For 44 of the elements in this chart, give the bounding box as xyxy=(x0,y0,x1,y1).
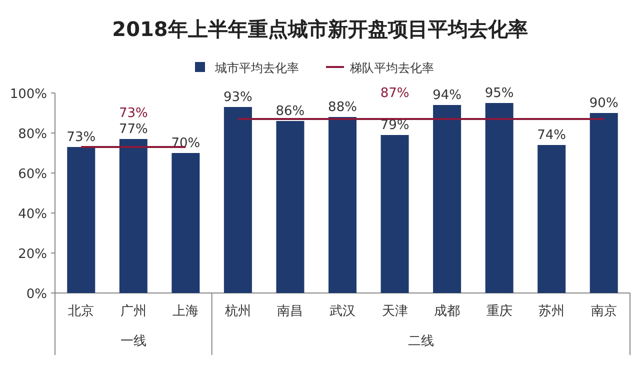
x-tick-label: 杭州 xyxy=(224,304,251,319)
chart-title: 2018年上半年重点城市新开盘项目平均去化率 xyxy=(112,17,528,41)
data-label: 77% xyxy=(118,122,148,137)
bar xyxy=(485,103,514,293)
x-tick-label: 成都 xyxy=(434,304,460,319)
x-tick-label: 广州 xyxy=(120,304,146,319)
data-label: 86% xyxy=(276,104,305,119)
bar xyxy=(119,139,148,293)
bar xyxy=(590,113,618,293)
y-tick-label: 100% xyxy=(10,87,47,102)
x-tick-label: 苏州 xyxy=(538,304,565,319)
y-tick-label: 0% xyxy=(26,287,47,302)
bar xyxy=(172,153,200,293)
data-label: 90% xyxy=(589,96,618,111)
data-label: 73% xyxy=(118,106,148,121)
text: 一线 xyxy=(120,334,146,349)
legend-label: 城市平均去化率 xyxy=(214,61,299,75)
bar xyxy=(433,105,462,293)
x-tick-label: 天津 xyxy=(382,304,408,319)
y-tick-label: 40% xyxy=(18,207,47,222)
x-tick-label: 武汉 xyxy=(330,304,356,319)
data-label: 88% xyxy=(328,100,357,115)
y-tick-label: 80% xyxy=(18,127,47,142)
x-tick-label: 北京 xyxy=(68,304,94,319)
data-label: 95% xyxy=(484,86,514,101)
data-label: 94% xyxy=(432,88,462,103)
bar xyxy=(276,121,304,293)
text: 二线 xyxy=(408,334,434,349)
data-label: 87% xyxy=(380,86,410,101)
y-tick-label: 60% xyxy=(18,167,47,182)
data-label: 74% xyxy=(537,128,566,143)
bar xyxy=(224,107,252,293)
bar xyxy=(67,147,96,293)
data-label: 93% xyxy=(224,90,252,105)
legend-label: 梯队平均去化率 xyxy=(349,61,434,75)
data-label: 73% xyxy=(66,130,96,145)
x-tick-label: 南京 xyxy=(590,304,617,319)
bar xyxy=(538,145,566,293)
x-tick-label: 上海 xyxy=(172,304,199,319)
x-tick-label: 重庆 xyxy=(486,304,512,319)
y-tick-label: 20% xyxy=(18,247,47,262)
x-tick-label: 南昌 xyxy=(277,304,304,319)
bar xyxy=(328,117,356,293)
bar xyxy=(380,135,409,293)
